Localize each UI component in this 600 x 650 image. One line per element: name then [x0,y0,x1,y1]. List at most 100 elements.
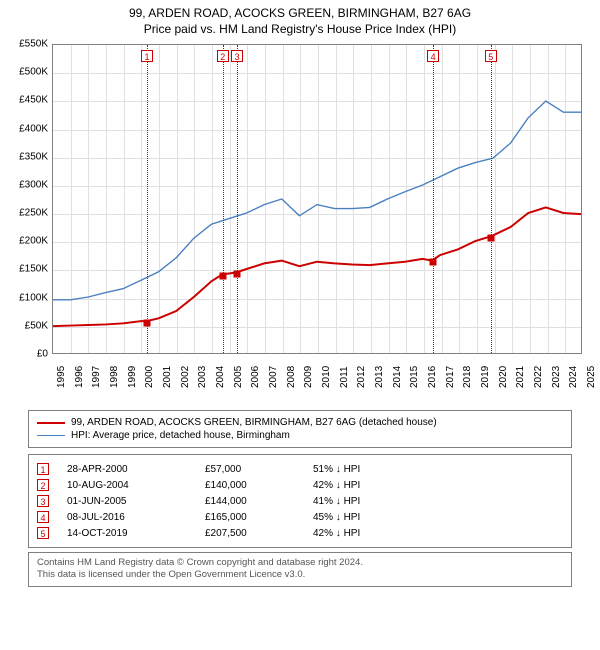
sale-marker-4: 4 [427,50,439,62]
sale-point-1 [143,319,150,326]
y-tick-label: £350K [19,151,48,162]
sales-row-price: £57,000 [205,464,295,475]
sales-row-marker: 5 [37,527,49,539]
sale-line-2 [223,45,224,353]
sale-point-4 [430,259,437,266]
x-tick-label: 2003 [197,366,208,388]
y-tick-label: £500K [19,67,48,78]
series-property [53,207,581,326]
sale-line-5 [491,45,492,353]
x-tick-label: 2022 [533,366,544,388]
sale-point-2 [219,273,226,280]
sale-point-5 [487,235,494,242]
x-tick-label: 1999 [127,366,138,388]
y-tick-label: £200K [19,236,48,247]
sales-row-pct: 51% ↓ HPI [313,464,403,475]
sales-row-marker: 3 [37,495,49,507]
y-tick-label: £150K [19,264,48,275]
y-tick-label: £550K [19,39,48,50]
x-tick-label: 2018 [462,366,473,388]
chart-area: 12345 £0£50K£100K£150K£200K£250K£300K£35… [0,36,600,406]
sales-row-marker: 1 [37,463,49,475]
y-tick-label: £250K [19,208,48,219]
y-tick-label: £0 [37,349,48,360]
x-tick-label: 2002 [180,366,191,388]
sales-row-price: £165,000 [205,512,295,523]
footer-attribution: Contains HM Land Registry data © Crown c… [28,552,572,587]
sale-line-3 [237,45,238,353]
sales-row-marker: 4 [37,511,49,523]
series-hpi [53,101,581,300]
sales-row-marker: 2 [37,479,49,491]
x-tick-label: 2011 [339,366,350,388]
sale-marker-2: 2 [217,50,229,62]
x-tick-label: 2021 [515,366,526,388]
x-tick-label: 2019 [480,366,491,388]
sale-marker-3: 3 [231,50,243,62]
x-tick-label: 2004 [215,366,226,388]
x-tick-label: 2023 [551,366,562,388]
x-tick-label: 2009 [303,366,314,388]
chart-title-subtitle: Price paid vs. HM Land Registry's House … [0,22,600,36]
sale-line-1 [147,45,148,353]
sale-marker-5: 5 [485,50,497,62]
sales-row-price: £207,500 [205,528,295,539]
sales-row-pct: 41% ↓ HPI [313,496,403,507]
x-tick-label: 2014 [392,366,403,388]
x-tick-label: 2024 [568,366,579,388]
y-tick-label: £50K [25,320,48,331]
sales-row-1: 1 28-APR-2000 £57,000 51% ↓ HPI [37,463,563,475]
sales-row-5: 5 14-OCT-2019 £207,500 42% ↓ HPI [37,527,563,539]
legend-item-1: HPI: Average price, detached house, Birm… [37,430,563,441]
x-tick-label: 2010 [321,366,332,388]
legend-swatch [37,422,65,424]
sales-row-3: 3 01-JUN-2005 £144,000 41% ↓ HPI [37,495,563,507]
x-tick-label: 2020 [498,366,509,388]
legend-item-0: 99, ARDEN ROAD, ACOCKS GREEN, BIRMINGHAM… [37,417,563,428]
sales-row-date: 10-AUG-2004 [67,480,187,491]
legend-label: 99, ARDEN ROAD, ACOCKS GREEN, BIRMINGHAM… [71,417,437,428]
sales-table: 1 28-APR-2000 £57,000 51% ↓ HPI 2 10-AUG-2004… [28,454,572,548]
sales-row-pct: 42% ↓ HPI [313,480,403,491]
footer-line-2: This data is licensed under the Open Gov… [37,569,563,581]
x-tick-label: 2025 [586,366,597,388]
x-tick-label: 1997 [91,366,102,388]
sales-row-4: 4 08-JUL-2016 £165,000 45% ↓ HPI [37,511,563,523]
footer-line-1: Contains HM Land Registry data © Crown c… [37,557,563,569]
sales-row-date: 14-OCT-2019 [67,528,187,539]
x-tick-label: 2000 [144,366,155,388]
sale-marker-1: 1 [141,50,153,62]
sales-row-pct: 45% ↓ HPI [313,512,403,523]
sales-row-date: 08-JUL-2016 [67,512,187,523]
y-tick-label: £400K [19,123,48,134]
sale-line-4 [433,45,434,353]
sale-point-3 [234,270,241,277]
x-tick-label: 2016 [427,366,438,388]
x-tick-label: 1995 [56,366,67,388]
y-tick-label: £100K [19,292,48,303]
y-tick-label: £450K [19,95,48,106]
sales-row-2: 2 10-AUG-2004 £140,000 42% ↓ HPI [37,479,563,491]
y-tick-label: £300K [19,179,48,190]
x-tick-label: 1996 [74,366,85,388]
legend-label: HPI: Average price, detached house, Birm… [71,430,290,441]
legend: 99, ARDEN ROAD, ACOCKS GREEN, BIRMINGHAM… [28,410,572,448]
x-tick-label: 2013 [374,366,385,388]
x-tick-label: 2015 [409,366,420,388]
sales-row-price: £144,000 [205,496,295,507]
x-tick-label: 1998 [109,366,120,388]
plot-area: 12345 [52,44,582,354]
chart-title-address: 99, ARDEN ROAD, ACOCKS GREEN, BIRMINGHAM… [0,6,600,20]
x-tick-label: 2006 [250,366,261,388]
x-tick-label: 2001 [162,366,173,388]
sales-row-date: 01-JUN-2005 [67,496,187,507]
x-tick-label: 2007 [268,366,279,388]
x-tick-label: 2012 [356,366,367,388]
x-tick-label: 2017 [445,366,456,388]
sales-row-price: £140,000 [205,480,295,491]
sales-row-pct: 42% ↓ HPI [313,528,403,539]
x-tick-label: 2005 [233,366,244,388]
sales-row-date: 28-APR-2000 [67,464,187,475]
x-tick-label: 2008 [286,366,297,388]
legend-swatch [37,435,65,436]
